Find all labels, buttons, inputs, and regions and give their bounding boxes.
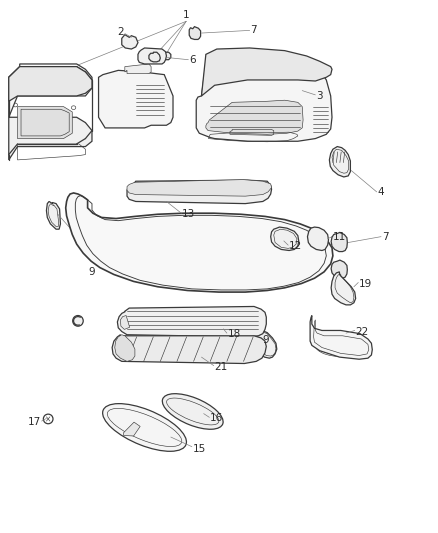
Polygon shape [9,117,92,160]
Ellipse shape [102,403,187,451]
Polygon shape [125,64,151,74]
Polygon shape [112,335,266,364]
Polygon shape [310,316,372,359]
Text: 11: 11 [333,232,346,242]
Text: 3: 3 [316,91,323,101]
Polygon shape [124,422,140,436]
Polygon shape [271,227,299,251]
Polygon shape [307,227,328,251]
Text: 1: 1 [183,10,190,20]
Text: 13: 13 [182,209,195,219]
Text: 16: 16 [210,414,223,423]
Text: 12: 12 [289,241,302,251]
Text: 21: 21 [215,362,228,372]
Text: 7: 7 [382,232,389,242]
Polygon shape [206,100,303,134]
Polygon shape [149,52,160,62]
Polygon shape [120,316,130,329]
Polygon shape [9,67,92,101]
Polygon shape [151,52,171,60]
Polygon shape [254,329,277,358]
Polygon shape [201,48,332,96]
Polygon shape [117,306,266,337]
Text: 19: 19 [359,279,372,288]
Polygon shape [66,193,333,292]
Text: 22: 22 [356,327,369,336]
Polygon shape [99,70,173,128]
Polygon shape [18,107,72,139]
Text: 6: 6 [189,55,196,64]
Polygon shape [329,147,350,177]
Polygon shape [9,64,92,117]
Text: 9: 9 [263,335,269,345]
Polygon shape [115,335,135,361]
Polygon shape [331,232,347,252]
Text: 7: 7 [251,26,257,35]
Polygon shape [138,48,166,64]
Text: 9: 9 [89,267,95,277]
Polygon shape [331,260,347,278]
Polygon shape [122,35,138,49]
Text: 15: 15 [193,444,206,454]
Text: 17: 17 [28,417,41,427]
Ellipse shape [162,394,223,429]
Polygon shape [196,56,332,141]
Text: 4: 4 [378,187,384,197]
Polygon shape [331,272,356,305]
Polygon shape [127,180,272,196]
Polygon shape [189,27,201,39]
Text: 2: 2 [117,27,124,37]
Polygon shape [127,180,272,204]
Polygon shape [46,201,60,229]
Text: 18: 18 [228,329,241,339]
Ellipse shape [73,316,83,326]
